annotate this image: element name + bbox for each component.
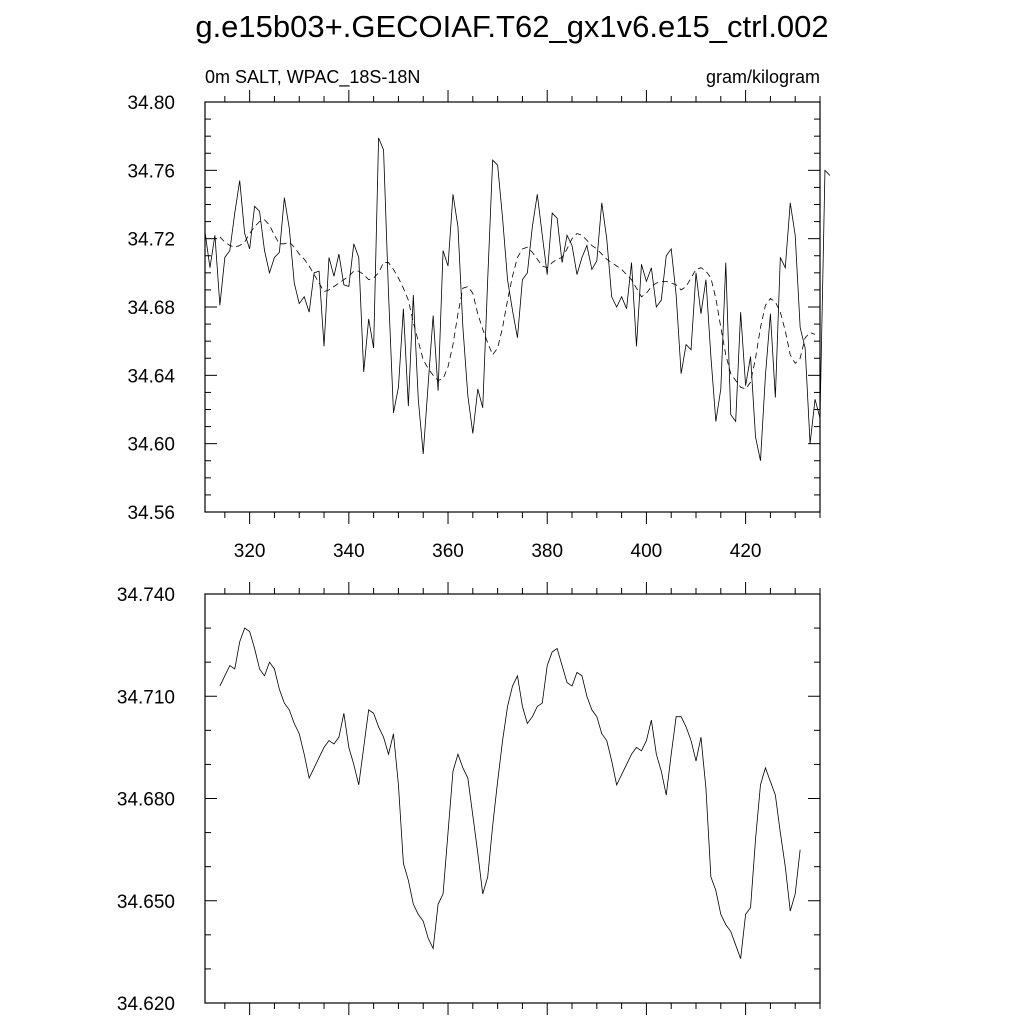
top-series-line-dashed — [219, 219, 816, 390]
bottom-plot-frame — [204, 593, 821, 1004]
top-y-tick-label: 34.64 — [127, 366, 175, 387]
top-x-tick-label: 360 — [432, 541, 464, 562]
bottom-y-tick-label: 34.620 — [117, 994, 175, 1015]
top-x-tick-label: 380 — [531, 541, 563, 562]
top-y-tick-label: 34.76 — [127, 161, 175, 182]
top-x-tick-label: 320 — [234, 541, 266, 562]
top-x-tick-label: 340 — [333, 541, 365, 562]
bottom-panel: 34.620 34.650 34.680 34.710 34.740 — [117, 582, 821, 1015]
top-y-tick-label: 34.80 — [127, 93, 175, 114]
left-subtitle: 0m SALT, WPAC_18S-18N — [205, 67, 420, 88]
top-y-tick-label: 34.60 — [127, 435, 175, 456]
bottom-y-tick-label: 34.680 — [117, 790, 175, 811]
top-series-line-solid — [204, 137, 831, 461]
top-y-tick-label: 34.72 — [127, 230, 175, 251]
chart-title: g.e15b03+.GECOIAF.T62_gx1v6.e15_ctrl.002 — [195, 9, 828, 44]
bottom-series-line-solid — [219, 627, 801, 959]
bottom-y-tick-label: 34.710 — [117, 687, 175, 708]
top-y-tick-label: 34.56 — [127, 503, 175, 524]
bottom-y-tick-label: 34.740 — [117, 585, 175, 606]
bottom-y-tick-label: 34.650 — [117, 892, 175, 913]
top-panel: 320 340 360 380 400 420 34.56 34.60 34.64 34.68 34… — [127, 90, 831, 562]
top-y-tick-label: 34.68 — [127, 298, 175, 319]
right-subtitle: gram/kilogram — [706, 67, 820, 87]
top-plot-frame — [204, 101, 821, 513]
top-x-tick-label: 420 — [730, 541, 762, 562]
top-x-tick-label: 400 — [631, 541, 663, 562]
